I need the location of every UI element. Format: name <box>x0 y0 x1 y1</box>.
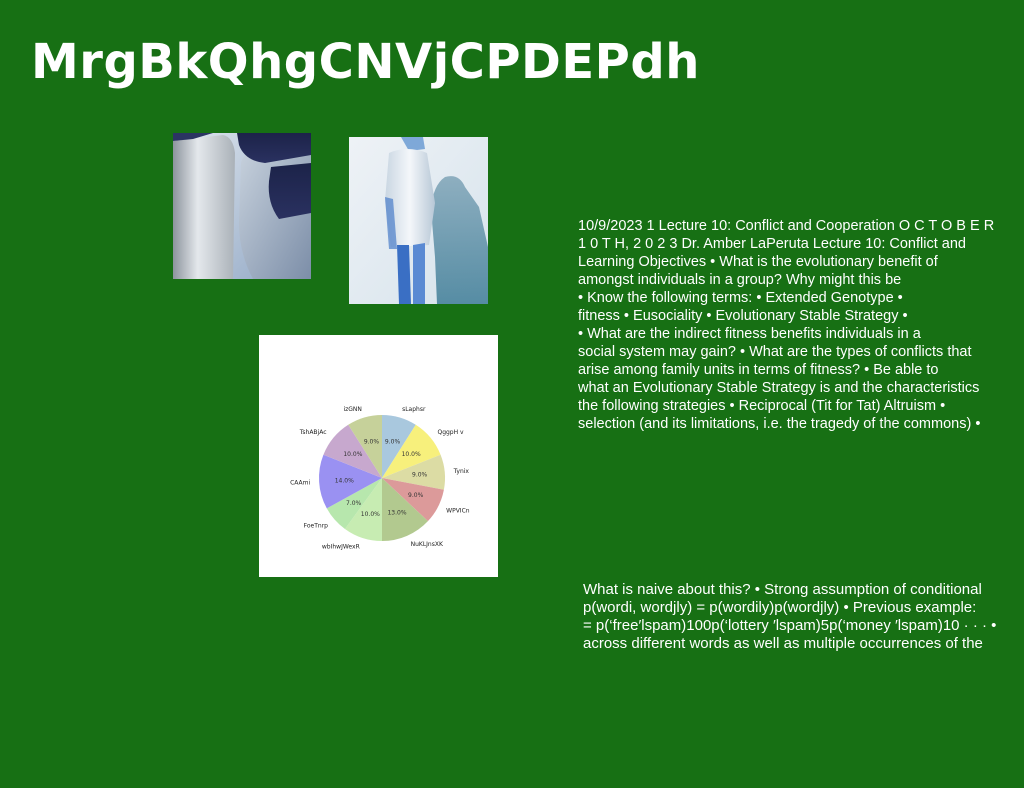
lecture-text-line: amongst individuals in a group? Why migh… <box>578 272 902 288</box>
pie-slice <box>344 478 382 541</box>
lecture-text-line: • Know the following terms: • Extended G… <box>578 290 903 306</box>
pie-slice <box>326 478 382 529</box>
naive-bayes-text-block: What is naive about this? • Strong assum… <box>583 581 1017 653</box>
pie-slice <box>382 478 428 541</box>
pie-slice <box>382 415 416 478</box>
lecture-text-line: Learning Objectives • What is the evolut… <box>578 254 938 270</box>
pie-slice-label: CAAmi <box>290 480 310 487</box>
naive-bayes-text-line: p(wordi, wordjly) = p(wordily)p(wordjly)… <box>583 599 977 616</box>
lecture-text-block: 10/9/2023 1 Lecture 10: Conflict and Coo… <box>578 217 1024 433</box>
pie-slice <box>323 424 382 478</box>
pie-slice-label: WPVICn <box>446 508 470 515</box>
pie-slice-percent: 9.0% <box>364 439 380 446</box>
lecture-text-line: 10/9/2023 1 Lecture 10: Conflict and Coo… <box>578 218 995 234</box>
pie-chart: 9.0% sLaphsr 10.0% QggpH v 9.0% Tynix 9.0% WPVI… <box>259 335 498 577</box>
lecture-text-line: 1 0 T H, 2 0 2 3 Dr. Amber LaPeruta Lect… <box>578 236 966 252</box>
pie-slice-label: FoeTnrp <box>304 523 329 530</box>
pie-slice-label: QggpH v <box>437 429 464 436</box>
pie-slice-percent: 9.0% <box>408 492 424 499</box>
page-title: MrgBkQhgCNVjCPDEPdh <box>31 34 700 90</box>
pie-slice-percent: 14.0% <box>335 477 354 484</box>
pie-slice <box>382 478 444 522</box>
pie-slice-percent: 13.0% <box>387 510 406 517</box>
pie-slice-label: NuKLJnsXK <box>411 541 444 548</box>
lecture-text-line: • What are the indirect fitness benefits… <box>578 326 921 342</box>
lecture-text-line: what an Evolutionary Stable Strategy is … <box>578 380 980 396</box>
pie-slice-label: TshABjAc <box>299 429 327 436</box>
lecture-text-line: social system may gain? • What are the t… <box>578 344 972 360</box>
pie-slice-label: wbIhwJWexR <box>322 543 360 550</box>
pie-slice <box>382 454 445 490</box>
pie-slice-percent: 9.0% <box>385 439 401 446</box>
pie-slice-percent: 7.0% <box>346 500 362 507</box>
naive-bayes-text-line: across different words as well as multip… <box>583 635 983 652</box>
naive-bayes-text-line: = p(‘free′lspam)100p(‘lottery ′lspam)5p(… <box>583 617 997 634</box>
lecture-text-line: fitness • Eusociality • Evolutionary Sta… <box>578 308 908 324</box>
abstract-tiles-photo <box>173 133 311 279</box>
naive-bayes-text-line: What is naive about this? • Strong assum… <box>583 581 982 598</box>
pie-slice-percent: 9.0% <box>412 471 428 478</box>
person-shadow-photo <box>349 137 488 304</box>
pie-slice <box>382 424 441 478</box>
pie-slice-percent: 10.0% <box>402 451 421 458</box>
lecture-text-line: arise among family units in terms of fit… <box>578 362 939 378</box>
pie-slice <box>319 454 382 509</box>
pie-slice-label: sLaphsr <box>402 406 426 413</box>
pie-slice-label: Tynix <box>453 468 470 475</box>
lecture-text-line: selection (and its limitations, i.e. the… <box>578 416 981 432</box>
lecture-text-line: the following strategies • Reciprocal (T… <box>578 398 946 414</box>
pie-slice-percent: 10.0% <box>361 511 380 518</box>
pie-slice-label: izGNN <box>343 406 361 413</box>
pie-slice <box>348 415 382 478</box>
pie-slice-percent: 10.0% <box>343 451 362 458</box>
